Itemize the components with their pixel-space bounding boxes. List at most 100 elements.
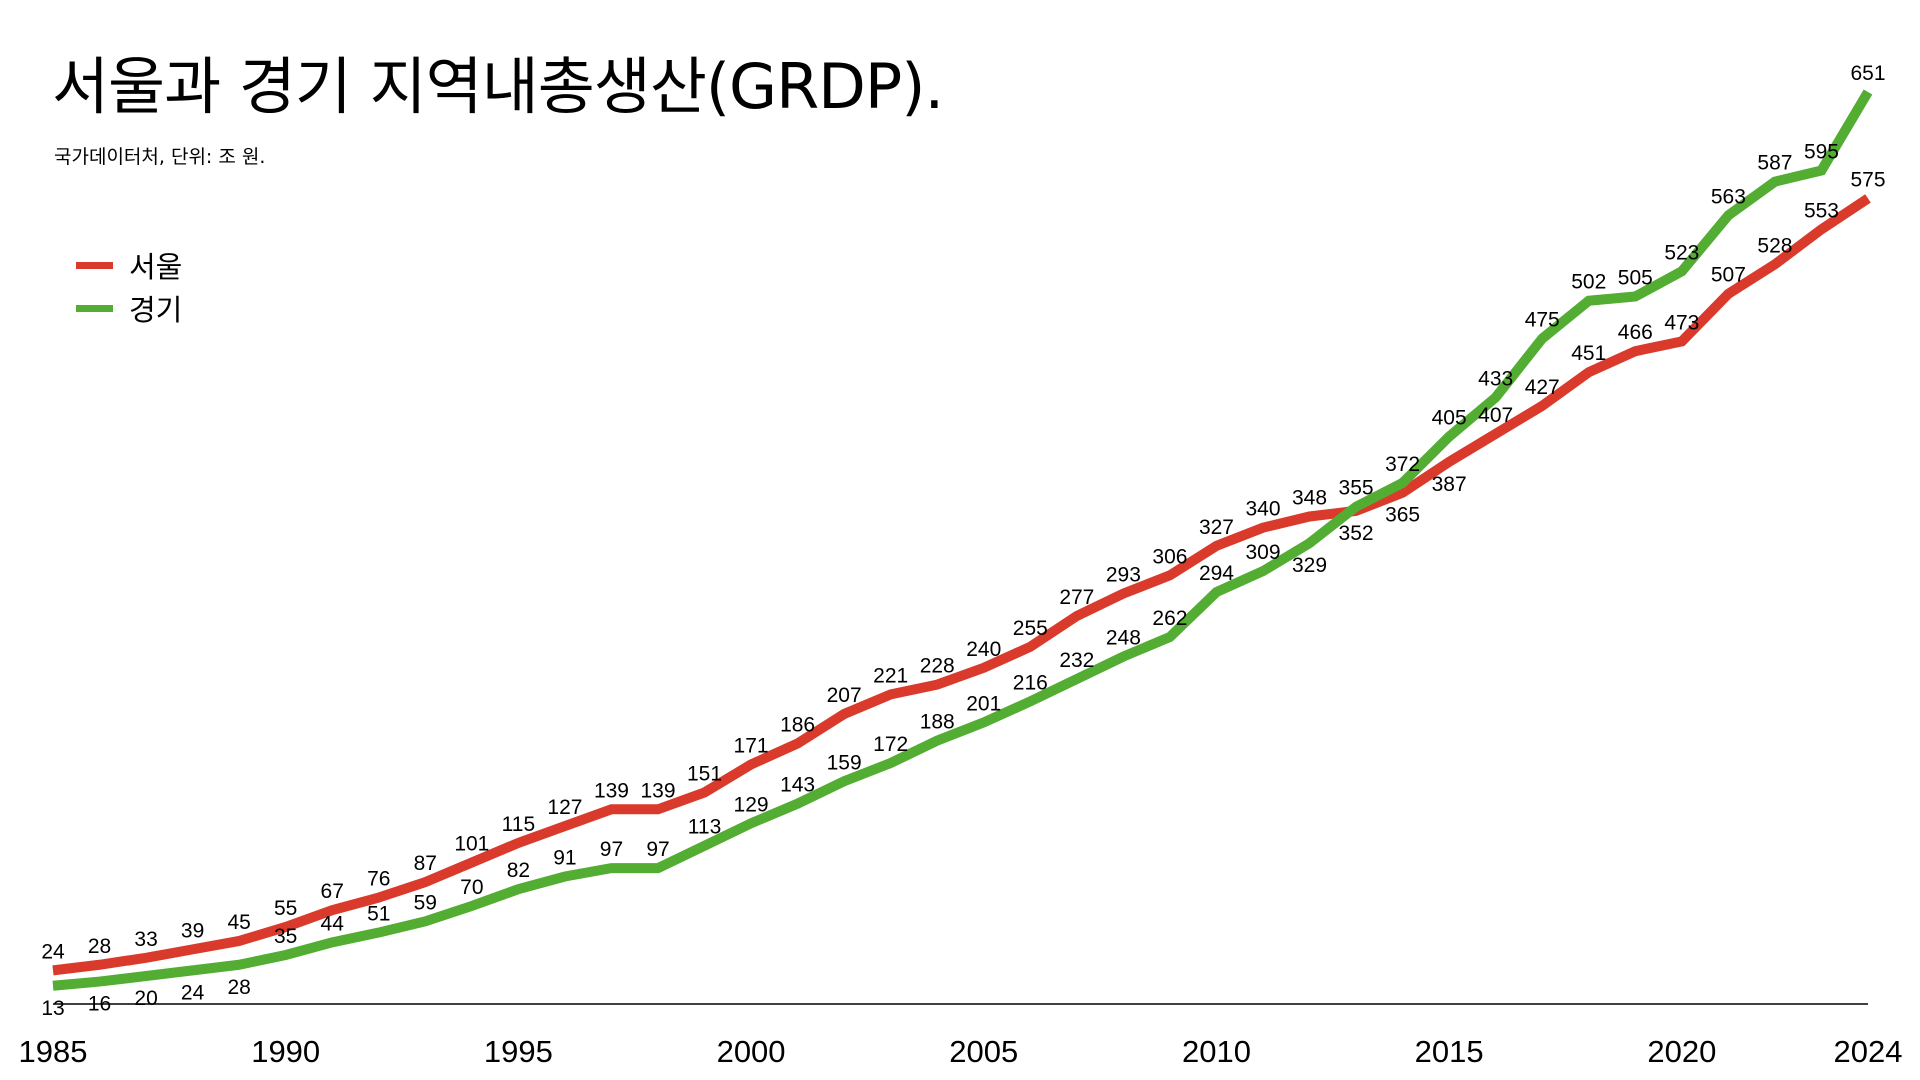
data-label: 159 [827,751,862,774]
data-label: 186 [780,713,815,736]
data-label: 340 [1245,498,1280,521]
data-label: 228 [920,655,955,678]
data-label: 44 [321,912,345,935]
data-label: 427 [1525,376,1560,399]
data-label: 51 [367,903,390,926]
legend-label-gyeonggi: 경기 [129,293,183,327]
data-label: 39 [181,919,204,942]
data-label: 502 [1571,271,1606,294]
data-label: 33 [134,928,157,951]
series-line-gyeonggi [52,89,1873,991]
data-label: 306 [1152,545,1187,568]
data-label: 70 [460,876,483,899]
data-label: 97 [600,838,623,861]
data-label: 28 [88,935,111,958]
data-label: 87 [414,852,437,875]
data-label: 473 [1664,311,1699,334]
chart-title: 서울과 경기 지역내총생산(GRDP). [52,50,944,123]
data-label: 76 [367,868,390,891]
data-label: 97 [646,838,669,861]
data-label: 139 [594,779,629,802]
data-label: 127 [547,796,582,819]
legend-swatch-gyeonggi [76,304,113,312]
data-label: 255 [1013,617,1048,640]
data-label: 523 [1664,241,1699,264]
x-tick-label: 1990 [251,1034,320,1069]
data-label: 139 [640,779,675,802]
data-label: 24 [41,940,65,963]
data-label: 262 [1152,607,1187,630]
data-label: 553 [1804,199,1839,222]
data-label: 45 [227,911,250,934]
data-label: 115 [502,813,535,836]
data-label: 28 [227,976,250,999]
data-label: 387 [1432,473,1467,496]
data-label: 13 [41,997,64,1020]
data-label: 82 [507,859,530,882]
chart-subtitle: 국가데이터처, 단위: 조 원. [54,146,266,168]
data-label: 563 [1711,185,1746,208]
data-label: 91 [553,847,576,870]
data-label: 405 [1432,407,1467,430]
data-label: 528 [1757,234,1792,257]
data-label: 171 [734,734,769,757]
data-label: 433 [1478,367,1513,390]
x-tick-label: 2000 [717,1034,786,1069]
legend-item-seoul: 서울 [76,244,182,286]
data-label: 129 [734,793,769,816]
data-label: 55 [274,897,297,920]
data-label: 329 [1292,554,1327,577]
data-label: 365 [1385,504,1420,527]
data-label: 59 [414,891,437,914]
data-label: 505 [1618,267,1653,290]
data-label: 348 [1292,486,1327,509]
data-label: 294 [1199,562,1234,585]
x-tick-label: 2005 [949,1034,1018,1069]
data-label: 151 [687,762,722,785]
data-label: 207 [827,684,862,707]
data-label: 277 [1059,586,1094,609]
data-label: 407 [1478,404,1513,427]
data-label: 475 [1525,309,1560,332]
data-label: 451 [1571,342,1606,365]
data-label: 587 [1757,152,1792,175]
data-label: 221 [873,664,908,687]
x-tick-label: 2024 [1834,1034,1903,1069]
data-label: 232 [1059,649,1094,672]
data-label: 293 [1106,564,1141,587]
data-label: 575 [1850,168,1885,191]
legend-label-seoul: 서울 [129,250,183,284]
data-label: 466 [1618,321,1653,344]
data-label: 372 [1385,453,1420,476]
data-label: 172 [873,733,908,756]
legend-swatch-seoul [76,261,113,269]
x-tick-label: 1995 [484,1034,553,1069]
data-label: 309 [1245,541,1280,564]
x-tick-label: 2020 [1647,1034,1716,1069]
legend-item-gyeonggi: 경기 [76,287,182,329]
x-tick-label: 2010 [1182,1034,1251,1069]
data-label: 216 [1013,671,1048,694]
data-label: 143 [780,774,815,797]
data-label: 20 [134,987,157,1010]
data-label: 355 [1339,477,1374,500]
data-label: 240 [966,638,1001,661]
data-label: 327 [1199,516,1234,539]
data-label: 248 [1106,627,1141,650]
data-label: 352 [1339,522,1374,545]
data-label: 16 [88,993,111,1016]
x-tick-label: 2015 [1415,1034,1484,1069]
x-tick-label: 1985 [19,1034,88,1069]
data-label: 101 [454,833,489,856]
data-label: 507 [1711,264,1746,287]
data-label: 201 [966,692,1001,715]
series-line-seoul [52,194,1871,976]
data-label: 188 [920,711,955,734]
data-label: 24 [181,981,205,1004]
data-label: 595 [1804,140,1839,163]
data-label: 651 [1850,62,1885,85]
data-label: 113 [688,816,721,839]
data-label: 67 [321,880,344,903]
data-label: 35 [274,925,297,948]
